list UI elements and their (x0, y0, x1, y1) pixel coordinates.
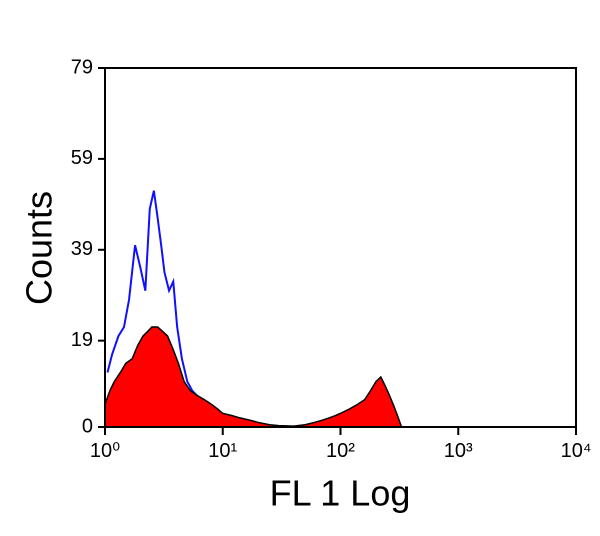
x-axis-label: FL 1 Log (270, 473, 411, 514)
x-tick-label: 10² (326, 440, 355, 462)
x-tick-label: 10⁴ (561, 440, 592, 462)
y-tick-label: 39 (71, 238, 93, 260)
y-axis-label: Counts (19, 191, 60, 305)
plot-frame (104, 67, 577, 428)
y-tick-label: 59 (71, 147, 93, 169)
y-tick-label: 79 (71, 56, 93, 78)
y-tick-label: 0 (82, 415, 93, 437)
x-tick-label: 10³ (444, 440, 473, 462)
x-tick-label: 10⁰ (90, 440, 120, 462)
x-tick-label: 10¹ (208, 440, 237, 462)
histogram-area (104, 326, 403, 428)
y-tick-label: 19 (71, 329, 93, 351)
